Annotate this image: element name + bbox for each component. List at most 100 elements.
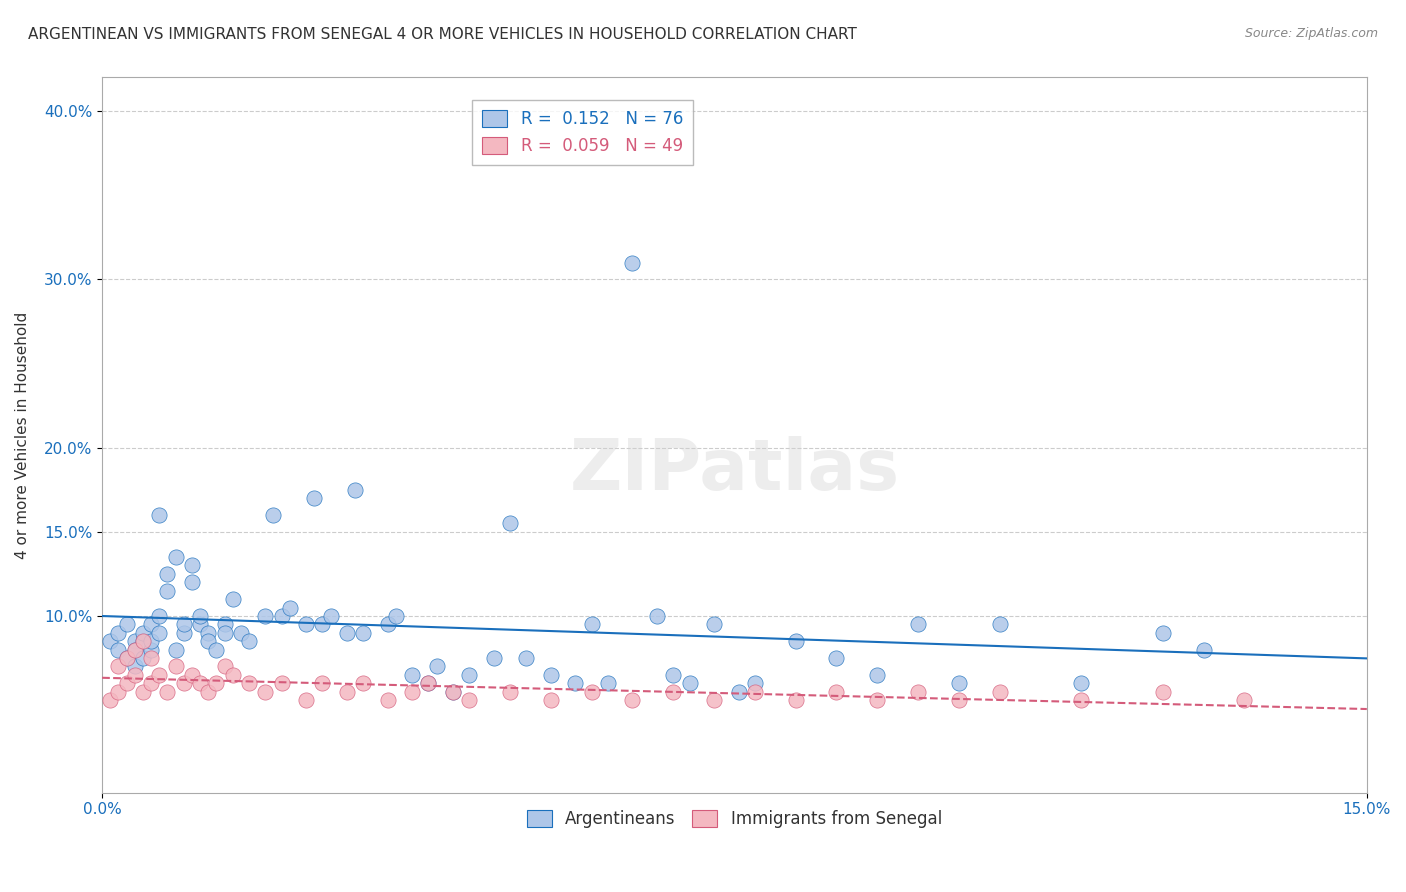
Point: [188, 676, 211, 690]
Point: [173, 617, 195, 632]
Point: [165, 659, 187, 673]
Legend: Argentineans, Immigrants from Senegal: Argentineans, Immigrants from Senegal: [520, 803, 949, 834]
Point: [866, 693, 889, 707]
Point: [214, 659, 236, 673]
Point: [139, 642, 162, 657]
Point: [621, 693, 644, 707]
Point: [124, 642, 146, 657]
Point: [107, 625, 129, 640]
Point: [148, 625, 170, 640]
Point: [270, 609, 292, 624]
Point: [336, 684, 359, 698]
Point: [1152, 625, 1174, 640]
Point: [254, 684, 277, 698]
Point: [401, 684, 423, 698]
Point: [124, 634, 146, 648]
Point: [107, 659, 129, 673]
Point: [948, 693, 970, 707]
Point: [124, 659, 146, 673]
Point: [238, 676, 260, 690]
Point: [107, 642, 129, 657]
Point: [866, 668, 889, 682]
Point: [564, 676, 586, 690]
Point: [441, 684, 464, 698]
Point: [678, 676, 700, 690]
Point: [825, 684, 848, 698]
Point: [988, 617, 1011, 632]
Point: [139, 634, 162, 648]
Point: [197, 634, 219, 648]
Point: [214, 625, 236, 640]
Point: [515, 651, 537, 665]
Point: [173, 625, 195, 640]
Point: [703, 693, 725, 707]
Point: [482, 651, 505, 665]
Point: [278, 600, 301, 615]
Point: [107, 684, 129, 698]
Point: [139, 676, 162, 690]
Point: [115, 676, 138, 690]
Point: [165, 550, 187, 565]
Point: [132, 684, 155, 698]
Point: [744, 684, 766, 698]
Point: [148, 668, 170, 682]
Point: [295, 693, 318, 707]
Point: [132, 634, 155, 648]
Point: [156, 566, 179, 581]
Point: [581, 617, 603, 632]
Point: [148, 508, 170, 522]
Point: [180, 558, 202, 573]
Point: [188, 609, 211, 624]
Point: [180, 575, 202, 590]
Point: [148, 609, 170, 624]
Point: [1192, 642, 1215, 657]
Point: [115, 651, 138, 665]
Point: [214, 617, 236, 632]
Point: [139, 617, 162, 632]
Point: [98, 693, 121, 707]
Point: [441, 684, 464, 698]
Point: [115, 617, 138, 632]
Point: [907, 684, 929, 698]
Point: [238, 634, 260, 648]
Point: [458, 693, 481, 707]
Point: [139, 651, 162, 665]
Point: [596, 676, 619, 690]
Point: [401, 668, 423, 682]
Point: [988, 684, 1011, 698]
Point: [785, 693, 807, 707]
Point: [352, 625, 374, 640]
Point: [540, 668, 562, 682]
Point: [385, 609, 408, 624]
Point: [254, 609, 277, 624]
Point: [540, 693, 562, 707]
Point: [662, 684, 685, 698]
Point: [165, 642, 187, 657]
Point: [221, 592, 243, 607]
Text: ARGENTINEAN VS IMMIGRANTS FROM SENEGAL 4 OR MORE VEHICLES IN HOUSEHOLD CORRELATI: ARGENTINEAN VS IMMIGRANTS FROM SENEGAL 4…: [28, 27, 858, 42]
Text: ZIPatlas: ZIPatlas: [569, 436, 900, 505]
Point: [377, 617, 399, 632]
Point: [948, 676, 970, 690]
Point: [197, 684, 219, 698]
Point: [197, 625, 219, 640]
Point: [205, 642, 228, 657]
Y-axis label: 4 or more Vehicles in Household: 4 or more Vehicles in Household: [15, 311, 30, 558]
Point: [205, 676, 228, 690]
Point: [262, 508, 284, 522]
Text: Source: ZipAtlas.com: Source: ZipAtlas.com: [1244, 27, 1378, 40]
Point: [703, 617, 725, 632]
Point: [156, 684, 179, 698]
Point: [115, 651, 138, 665]
Point: [499, 684, 522, 698]
Point: [156, 583, 179, 598]
Point: [311, 676, 333, 690]
Point: [785, 634, 807, 648]
Point: [352, 676, 374, 690]
Point: [377, 693, 399, 707]
Point: [295, 617, 318, 632]
Point: [426, 659, 449, 673]
Point: [1233, 693, 1256, 707]
Point: [221, 668, 243, 682]
Point: [98, 634, 121, 648]
